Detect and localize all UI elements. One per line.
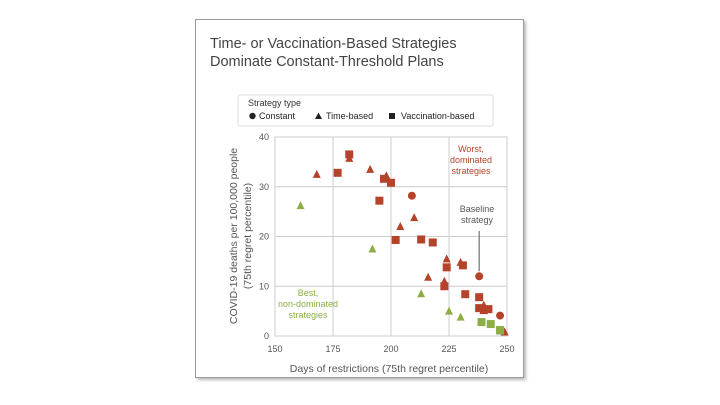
x-tick-label: 225	[441, 344, 456, 354]
data-point-triangle	[366, 164, 375, 173]
legend-item-time-based: Time-based	[326, 111, 373, 121]
data-point-triangle	[417, 289, 426, 298]
data-point-square	[391, 235, 400, 244]
x-tick-label: 250	[499, 344, 514, 354]
data-point-triangle	[456, 312, 465, 321]
data-point-square	[475, 293, 484, 302]
y-tick-label: 20	[259, 232, 269, 242]
data-point-square	[345, 150, 354, 159]
annotation-best-line: strategies	[288, 310, 328, 320]
data-point-square	[484, 305, 493, 314]
data-point-square	[442, 263, 451, 272]
data-point-square	[479, 306, 488, 315]
chart-subtitle: Dominate Constant-Threshold Plans	[210, 54, 444, 70]
data-point-square	[496, 326, 505, 335]
data-point-circle	[496, 311, 505, 320]
legend-box	[237, 94, 494, 127]
scatter-chart: Time- or Vaccination-Based Strategies Do…	[210, 36, 515, 375]
y-tick-label: 30	[259, 182, 269, 192]
annotation-best-line: non-dominated	[278, 299, 338, 309]
x-tick-label: 150	[267, 344, 282, 354]
data-point-square	[417, 235, 426, 244]
data-point-triangle	[410, 213, 419, 222]
data-point-square	[428, 238, 437, 247]
figure-card: Time- or Vaccination-Based Strategies Do…	[195, 19, 524, 378]
data-point-triangle	[445, 306, 453, 315]
data-point-circle	[407, 191, 416, 200]
data-point-square	[375, 196, 384, 205]
data-point-square	[333, 168, 342, 177]
legend: Strategy type Constant Time-based Vaccin…	[237, 94, 494, 127]
annotation-worst-line: strategies	[451, 166, 491, 176]
legend-title: Strategy type	[248, 98, 301, 108]
y-tick-label: 40	[259, 132, 269, 142]
data-point-triangle	[424, 272, 433, 281]
x-axis-label: Days of restrictions (75th regret percen…	[290, 363, 488, 375]
legend-square-icon	[389, 113, 395, 119]
data-point-square	[440, 282, 449, 291]
data-point-square	[486, 320, 495, 329]
data-point-triangle	[296, 201, 305, 210]
y-axis-label: COVID-19 deaths per 100,000 people	[228, 148, 240, 324]
y-tick-label: 10	[259, 281, 269, 291]
data-point-square	[475, 304, 484, 313]
legend-triangle-icon	[315, 112, 322, 119]
chart-title: Time- or Vaccination-Based Strategies	[210, 36, 457, 52]
y-axis-label-line2: (75th regret percentile)	[242, 183, 254, 289]
annotation-worst-line: Worst,	[458, 144, 484, 154]
y-tick-label: 0	[264, 331, 269, 341]
data-point-circle	[475, 272, 484, 281]
data-point-square	[380, 174, 389, 183]
data-point-square	[461, 290, 470, 299]
legend-item-constant: Constant	[259, 111, 296, 121]
x-tick-label: 175	[325, 344, 340, 354]
data-point-square	[458, 261, 467, 270]
data-point-triangle	[368, 244, 377, 253]
annotation-best-line: Best,	[298, 288, 319, 298]
data-point-square	[387, 178, 395, 187]
data-point-triangle	[396, 222, 405, 231]
data-point-triangle	[442, 254, 451, 263]
x-tick-label: 200	[383, 344, 398, 354]
legend-item-vaccination-based: Vaccination-based	[401, 111, 474, 121]
data-point-square	[477, 318, 486, 327]
data-point-triangle	[312, 169, 321, 178]
annotation-baseline-line: strategy	[461, 215, 494, 225]
legend-circle-icon	[249, 112, 256, 120]
plot-area: 150 175 200 225 250010203040Worst,dominateds…	[259, 132, 515, 354]
annotation-worst-line: dominated	[450, 155, 492, 165]
annotation-baseline-line: Baseline	[460, 204, 495, 214]
